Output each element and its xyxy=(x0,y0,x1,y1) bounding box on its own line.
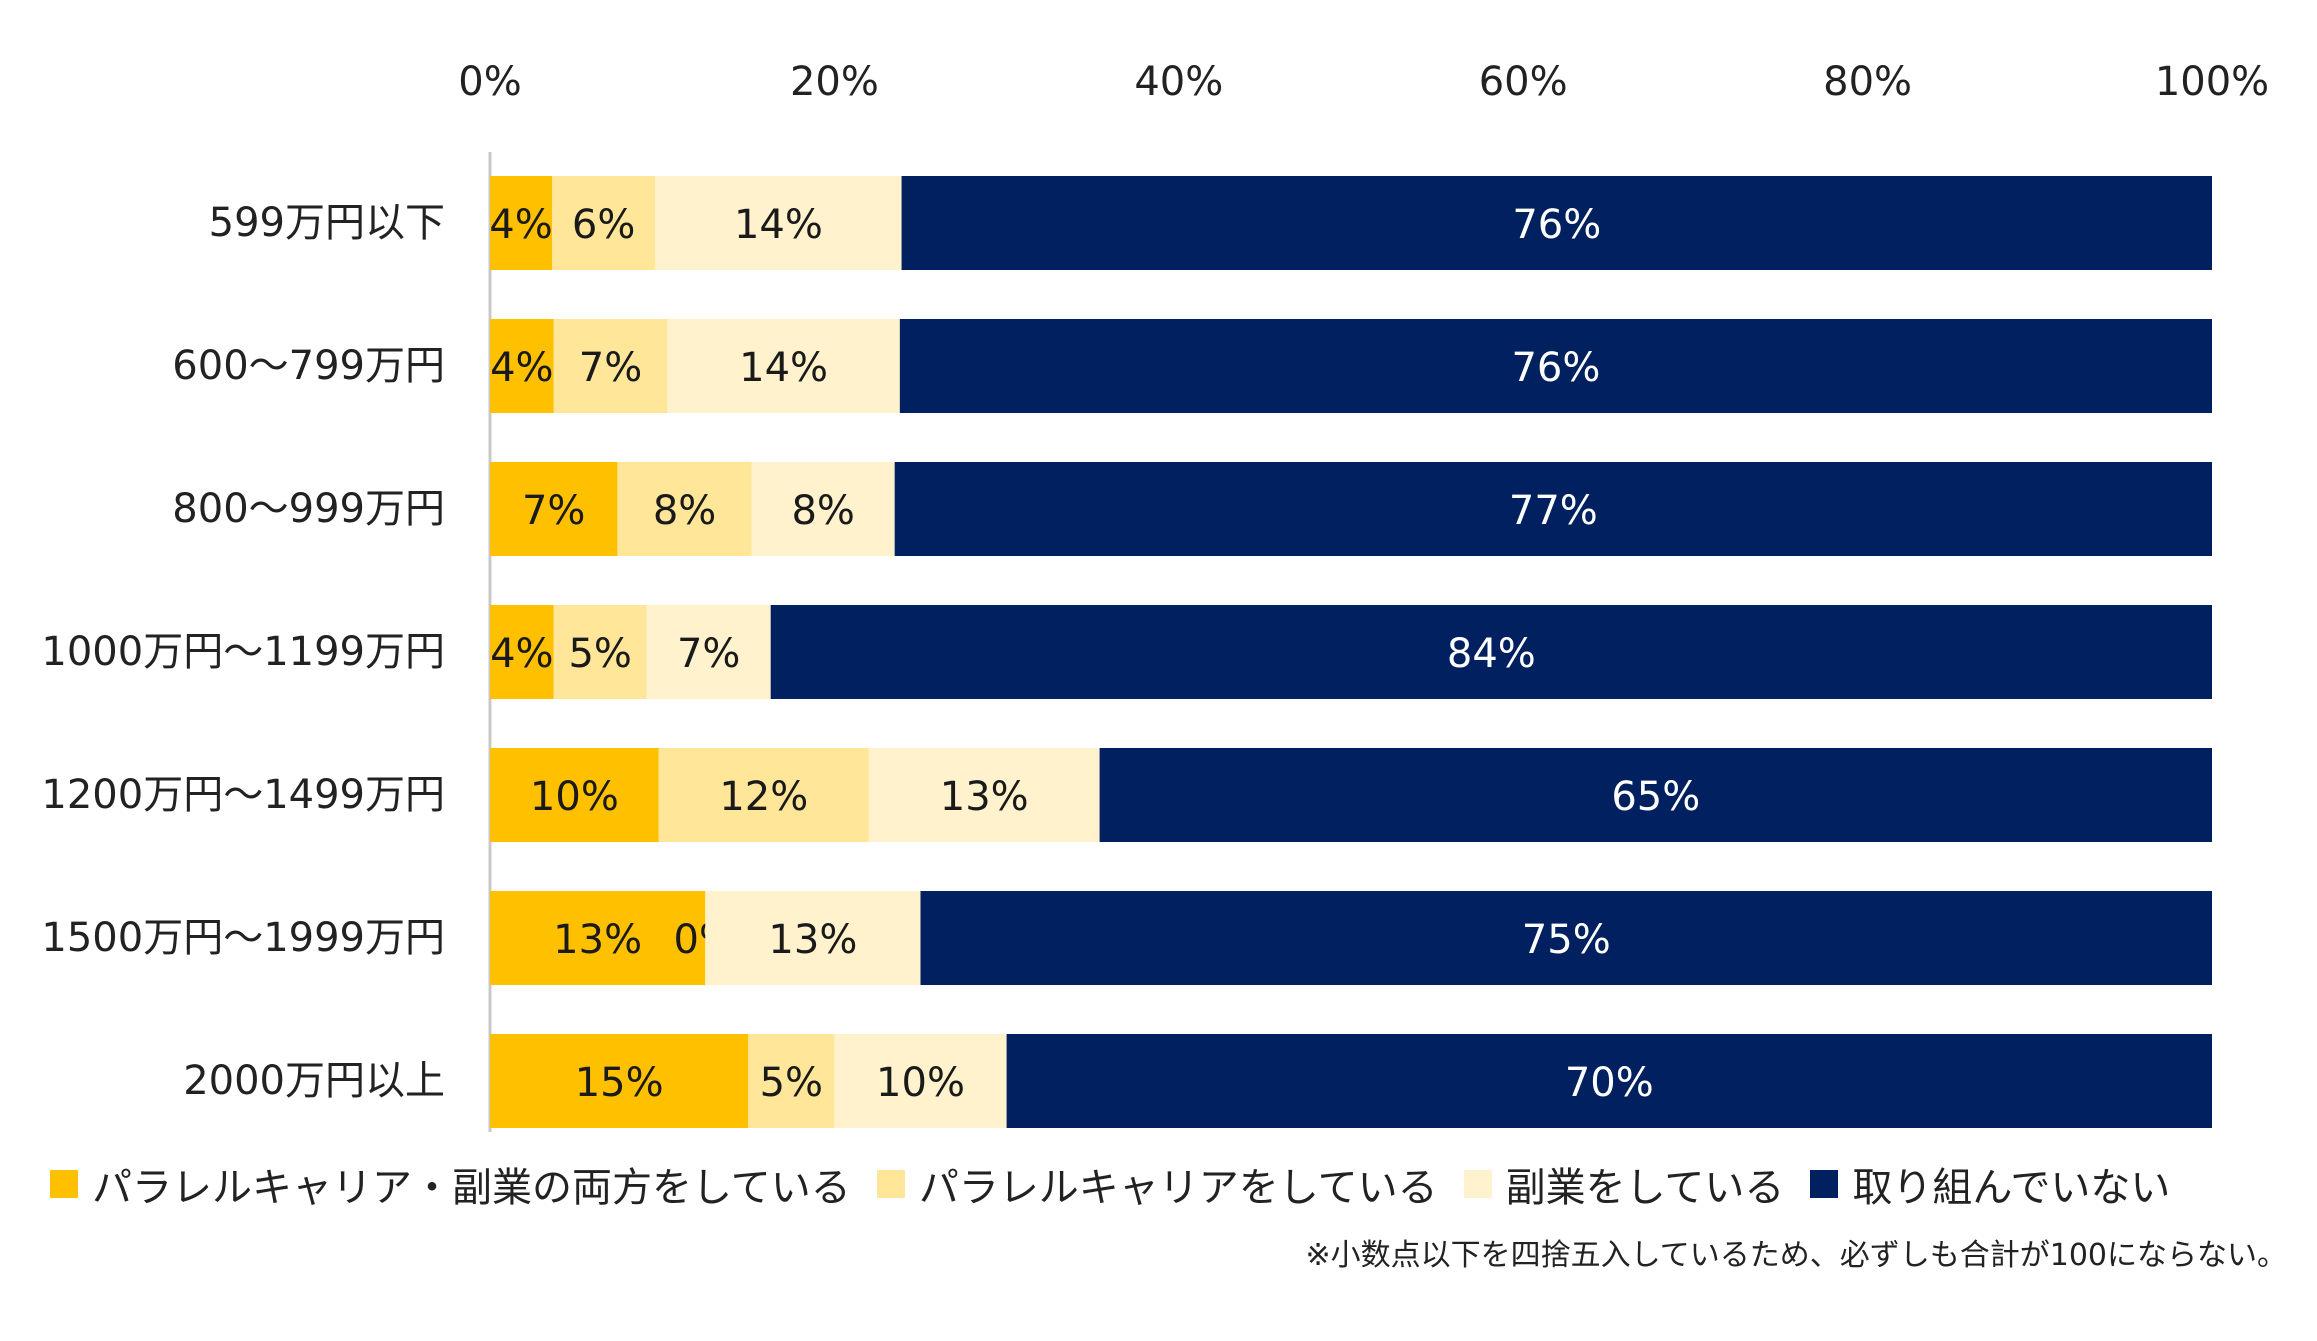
category-label: 800〜999万円 xyxy=(172,486,445,532)
bar-segment xyxy=(490,605,554,699)
legend-item: パラレルキャリアをしている xyxy=(876,1155,1438,1213)
bar-segment xyxy=(920,891,2212,985)
data-label: 8% xyxy=(791,488,854,534)
bars: 4% 6% 14% 76% 4% 7% 14% 76% 7% 8% 8% 77% 4% 5% 7% 84% 10… xyxy=(489,176,2213,1128)
bar-segment xyxy=(490,176,552,270)
bar-segment xyxy=(868,748,1100,842)
bar-row: 15% 5% 10% 70% xyxy=(490,1034,2212,1128)
data-label: 13% xyxy=(940,774,1029,820)
bar-row: 10% 12% 13% 65% xyxy=(490,748,2212,842)
category-label: 2000万円以上 xyxy=(183,1058,445,1104)
data-label: 13% xyxy=(768,917,857,963)
data-label: 70% xyxy=(1565,1060,1654,1106)
bar-row: 7% 8% 8% 77% xyxy=(490,462,2213,556)
data-label: 10% xyxy=(530,774,619,820)
legend-item: 副業をしている xyxy=(1463,1155,1785,1213)
data-label: 5% xyxy=(568,631,631,677)
bar-segment xyxy=(751,462,895,556)
category-labels: 599万円以下 600〜799万円 800〜999万円 1000万円〜1199万円 12… xyxy=(41,200,445,1104)
data-label: 4% xyxy=(490,631,553,677)
bar-segment xyxy=(748,1034,835,1128)
data-label: 14% xyxy=(739,345,828,391)
x-tick-label: 60% xyxy=(1479,59,1568,105)
data-label: 75% xyxy=(1522,917,1611,963)
bar-segment xyxy=(553,319,668,413)
data-label: 76% xyxy=(1512,202,1601,248)
x-tick-label: 0% xyxy=(458,59,521,105)
x-tick-label: 80% xyxy=(1823,59,1912,105)
legend-swatch xyxy=(1463,1170,1492,1198)
data-label: 4% xyxy=(490,345,553,391)
category-label: 599万円以下 xyxy=(209,200,445,246)
legend-swatch xyxy=(876,1170,905,1198)
legend-swatch xyxy=(1810,1170,1839,1198)
data-label: 7% xyxy=(579,345,642,391)
data-label: 7% xyxy=(522,488,585,534)
bar-segment xyxy=(1006,1034,2212,1128)
bar-segment xyxy=(490,462,618,556)
legend-item: パラレルキャリア・副業の両方をしている xyxy=(50,1155,851,1213)
bar-segment xyxy=(490,319,554,413)
bar-segment xyxy=(899,319,2213,413)
category-label: 1000万円〜1199万円 xyxy=(41,629,445,675)
bar-segment xyxy=(1099,748,2212,842)
legend-item: 取り組んでいない xyxy=(1810,1155,2170,1213)
legend-label: 副業をしている xyxy=(1505,1165,1785,1211)
data-label: 77% xyxy=(1509,488,1598,534)
bar-segment xyxy=(770,605,2212,699)
bar-row: 13%0%13%75% xyxy=(490,891,2212,985)
bar-segment xyxy=(658,748,869,842)
x-tick-label: 100% xyxy=(2155,59,2269,105)
bar-segment xyxy=(705,891,921,985)
bar-segment xyxy=(490,748,659,842)
legend: パラレルキャリア・副業の両方をしている パラレルキャリアをしている 副業をしている 取… xyxy=(50,1155,2196,1213)
x-axis-ticks: 0% 20% 40% 60% 80% 100% xyxy=(458,59,2269,105)
bar-row: 4% 7% 14% 76% xyxy=(490,319,2213,413)
legend-label: 取り組んでいない xyxy=(1852,1165,2171,1211)
x-tick-label: 20% xyxy=(790,59,879,105)
footnote: ※小数点以下を四捨五入しているため、必ずしも合計が100にならない。 xyxy=(1305,1238,2288,1273)
data-label: 6% xyxy=(572,202,635,248)
data-label: 14% xyxy=(734,202,823,248)
bar-segment xyxy=(490,1034,749,1128)
legend-swatch xyxy=(50,1170,78,1198)
bar-segment xyxy=(646,605,771,699)
data-label: 12% xyxy=(719,774,808,820)
data-label: 5% xyxy=(760,1060,823,1106)
data-label: 65% xyxy=(1611,774,1700,820)
bar-segment xyxy=(553,605,647,699)
data-label: 84% xyxy=(1447,631,1536,677)
category-label: 600〜799万円 xyxy=(172,343,445,389)
bar-segment xyxy=(617,462,752,556)
legend-label: パラレルキャリアをしている xyxy=(918,1165,1438,1211)
bar-segment xyxy=(834,1034,1007,1128)
bar-segment xyxy=(655,176,902,270)
category-label: 1200万円〜1499万円 xyxy=(41,772,445,818)
bar-row: 4% 6% 14% 76% xyxy=(489,176,2212,270)
data-label: 15% xyxy=(575,1060,664,1106)
data-label: 76% xyxy=(1511,345,1600,391)
bar-segment xyxy=(894,462,2213,556)
data-label: 8% xyxy=(653,488,716,534)
bar-segment xyxy=(490,891,706,985)
data-label: 10% xyxy=(876,1060,965,1106)
data-label: 13% xyxy=(553,917,642,963)
bar-segment xyxy=(901,176,2212,270)
x-tick-label: 40% xyxy=(1134,59,1223,105)
category-label: 1500万円〜1999万円 xyxy=(41,915,445,961)
bar-row: 4% 5% 7% 84% xyxy=(490,605,2212,699)
data-label: 4% xyxy=(489,202,552,248)
data-label: 7% xyxy=(677,631,740,677)
bar-segment xyxy=(551,176,656,270)
bar-segment xyxy=(667,319,900,413)
legend-label: パラレルキャリア・副業の両方をしている xyxy=(92,1165,851,1211)
